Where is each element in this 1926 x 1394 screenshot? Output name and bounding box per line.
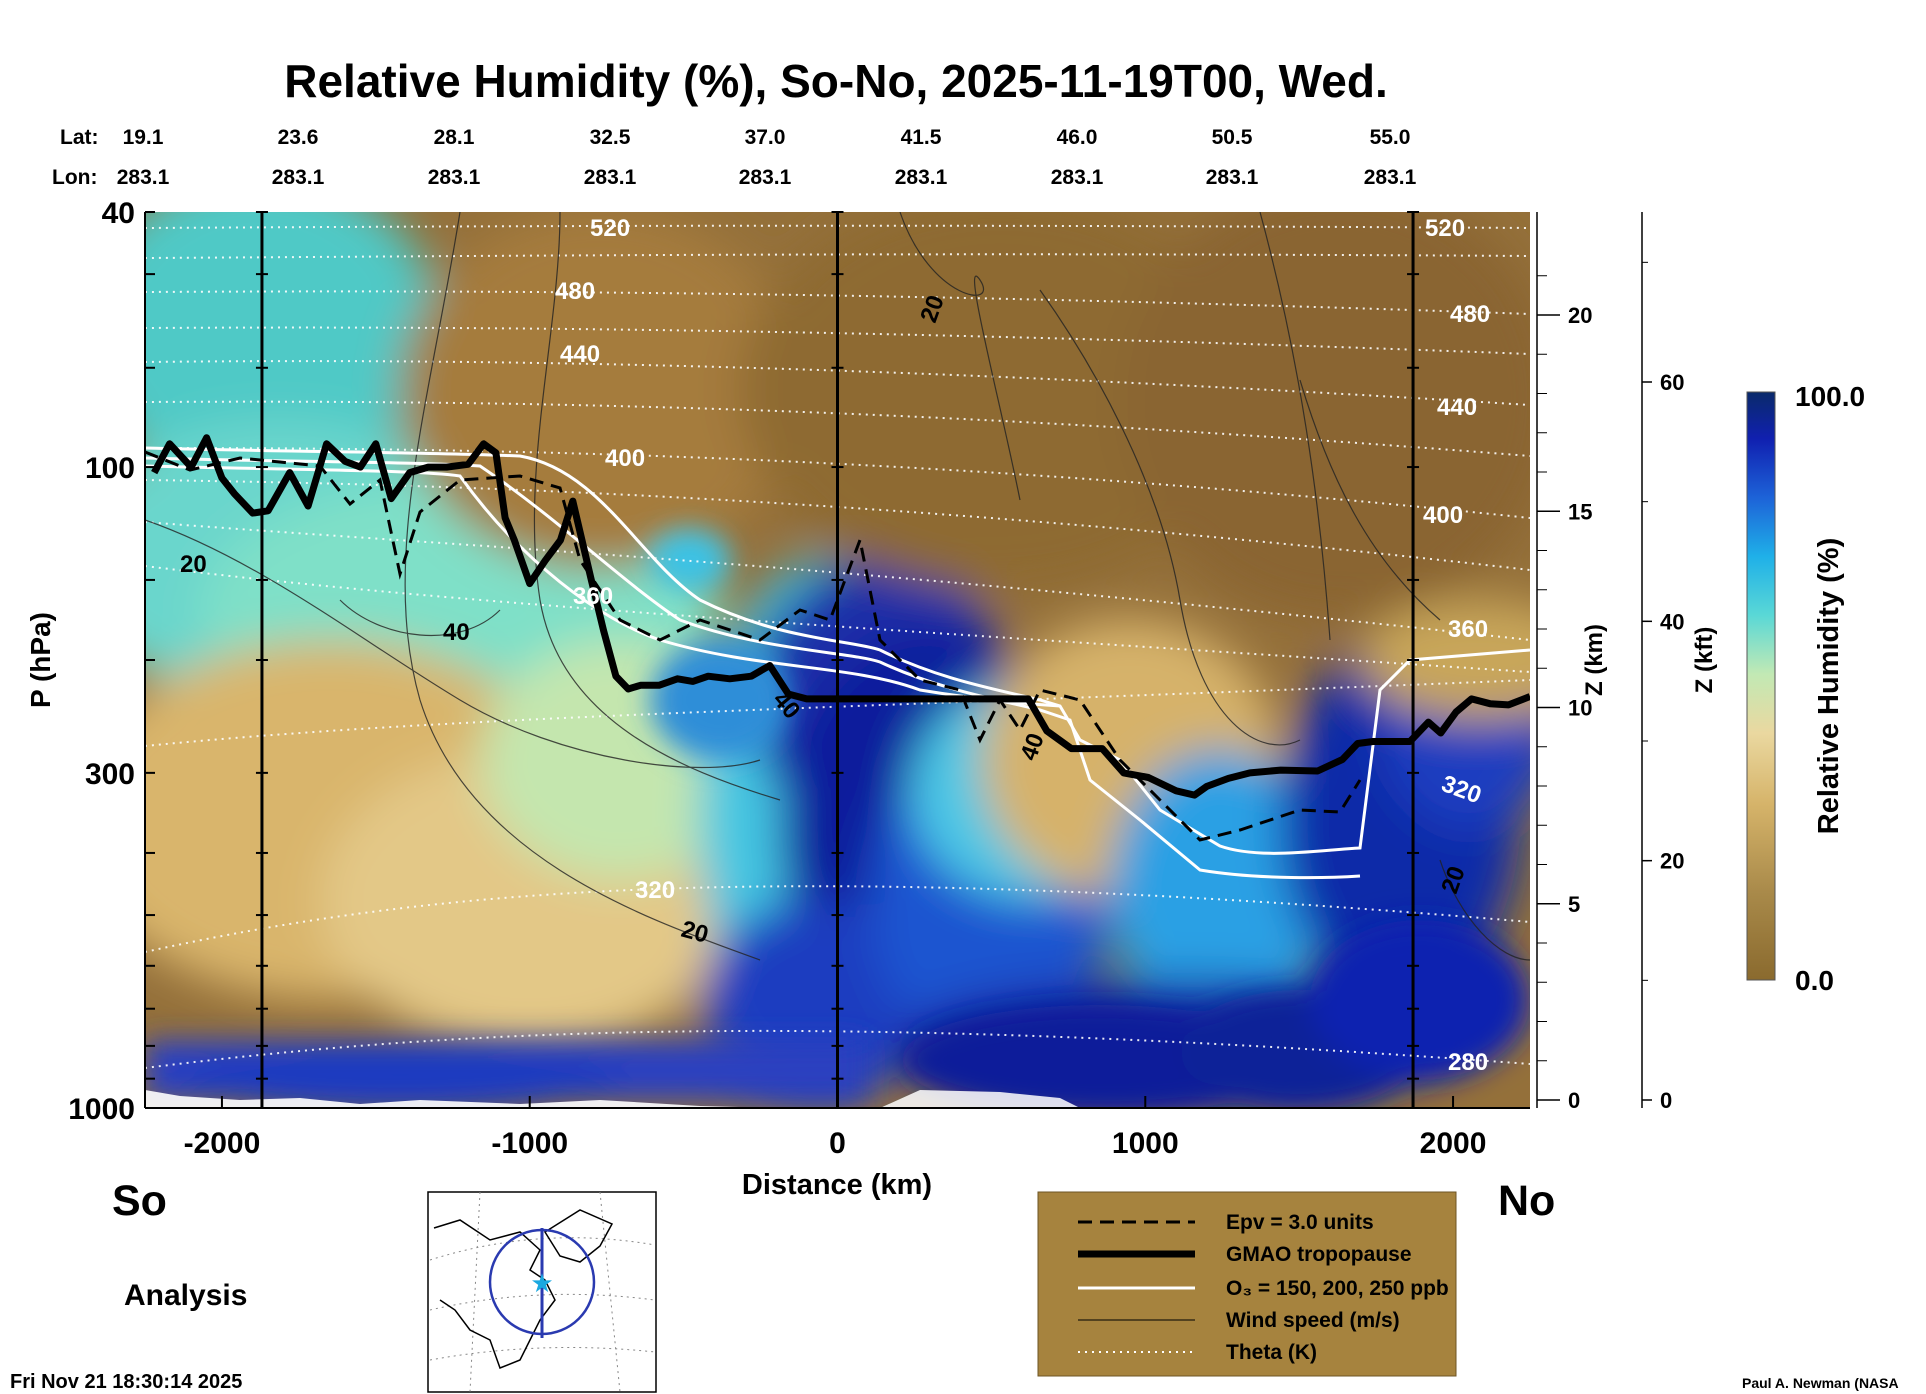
z-km-tick-label: 5: [1568, 892, 1580, 917]
legend-epv-label: Epv = 3.0 units: [1226, 1211, 1374, 1234]
z-km-axis-label: Z (km): [1581, 624, 1608, 696]
x-tick-label: 0: [829, 1127, 846, 1160]
colorbar-max-label: 100.0: [1795, 381, 1865, 412]
wind-label: 20: [180, 551, 207, 578]
z-kft-tick-label: 60: [1660, 370, 1684, 395]
theta-label: 320: [635, 877, 675, 904]
theta-label: 400: [605, 445, 645, 472]
z-kft-axis-label: Z (kft): [1691, 627, 1718, 694]
z-kft-tick-label: 40: [1660, 609, 1684, 634]
theta-label: 400: [1423, 502, 1463, 529]
lon-label: 283.1: [895, 166, 948, 189]
p-tick-label: 100: [85, 452, 135, 485]
lat-label: 41.5: [901, 126, 942, 149]
lat-label: 46.0: [1057, 126, 1098, 149]
theta-label: 520: [590, 215, 630, 242]
lat-label: 23.6: [278, 126, 319, 149]
lon-label: 283.1: [1206, 166, 1259, 189]
chart-title: Relative Humidity (%), So-No, 2025-11-19…: [284, 55, 1387, 107]
lat-label: 50.5: [1212, 126, 1253, 149]
colorbar-label: Relative Humidity (%): [1813, 538, 1845, 835]
north-label: No: [1498, 1177, 1555, 1225]
theta-label: 360: [1448, 616, 1488, 643]
theta-label: 280: [1448, 1049, 1488, 1076]
z-km-tick-label: 10: [1568, 696, 1592, 721]
lon-label: 283.1: [272, 166, 325, 189]
center-star-icon: ★: [530, 1268, 553, 1298]
lon-label: 283.1: [428, 166, 481, 189]
lon-label: 283.1: [117, 166, 170, 189]
x-axis-label: Distance (km): [742, 1169, 932, 1201]
coastline-icon: [433, 1219, 556, 1369]
lat-label: 28.1: [434, 126, 475, 149]
lat-label: 19.1: [123, 126, 164, 149]
lat-label: 37.0: [745, 126, 786, 149]
theta-label: 480: [555, 278, 595, 305]
lat-label: 55.0: [1370, 126, 1411, 149]
lon-header: Lon:: [52, 166, 97, 189]
legend: Epv = 3.0 units GMAO tropopause O₃ = 150…: [1037, 1191, 1457, 1377]
gmao-tropopause-line: [151, 434, 1530, 799]
credit: Paul A. Newman (NASA: [1742, 1375, 1899, 1391]
z-km-tick-label: 20: [1568, 303, 1592, 328]
theta-label: 480: [1450, 301, 1490, 328]
lon-label: 283.1: [1051, 166, 1104, 189]
south-label: So: [112, 1177, 167, 1225]
theta-label: 360: [573, 583, 613, 610]
p-tick-label: 300: [85, 758, 135, 791]
legend-ozone-label: O₃ = 150, 200, 250 ppb: [1226, 1277, 1449, 1300]
legend-tropopause-label: GMAO tropopause: [1226, 1243, 1412, 1266]
theta-label: 520: [1425, 215, 1465, 242]
analysis-label: Analysis: [124, 1279, 247, 1312]
theta-label: 440: [1437, 394, 1477, 421]
x-tick-label: 2000: [1420, 1127, 1487, 1160]
lon-label: 283.1: [739, 166, 792, 189]
lon-label: 283.1: [1364, 166, 1417, 189]
z-kft-tick-label: 20: [1660, 849, 1684, 874]
location-map-inset: ★: [427, 1191, 657, 1393]
colorbar-min-label: 0.0: [1795, 965, 1834, 996]
legend-theta-label: Theta (K): [1226, 1341, 1317, 1364]
timestamp: Fri Nov 21 18:30:14 2025: [10, 1371, 242, 1393]
humidity-field: 520 480 440 400 360 320 520 480 440 400 …: [145, 212, 1530, 1108]
y-axis-label: P (hPa): [25, 612, 56, 708]
legend-wind-label: Wind speed (m/s): [1226, 1309, 1400, 1332]
p-tick-label: 1000: [68, 1093, 135, 1126]
colorbar: 100.0 0.0 Relative Humidity (%): [1746, 381, 1865, 996]
x-tick-label: 1000: [1112, 1127, 1179, 1160]
p-tick-label: 40: [102, 197, 135, 230]
z-kft-tick-label: 0: [1660, 1088, 1672, 1113]
z-km-tick-label: 0: [1568, 1088, 1580, 1113]
x-tick-label: -2000: [184, 1127, 261, 1160]
wind-label: 40: [443, 619, 470, 646]
z-km-tick-label: 15: [1568, 499, 1592, 524]
lat-label: 32.5: [590, 126, 631, 149]
lon-label: 283.1: [584, 166, 637, 189]
x-tick-label: -1000: [491, 1127, 568, 1160]
lat-header: Lat:: [60, 126, 99, 149]
theta-label: 440: [560, 341, 600, 368]
